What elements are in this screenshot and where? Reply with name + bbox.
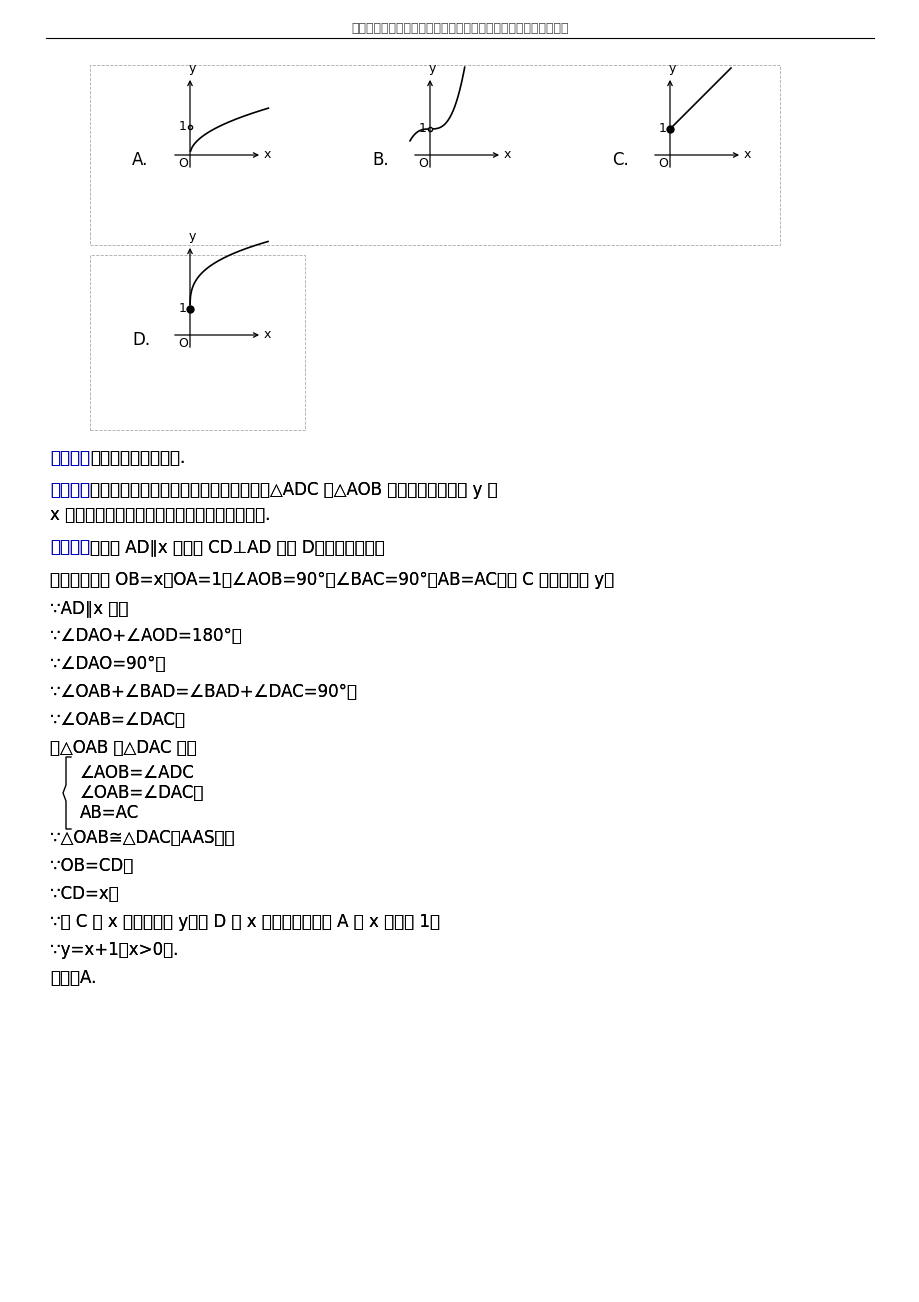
Text: 【分析】: 【分析】 xyxy=(50,480,90,499)
Text: AB=AC: AB=AC xyxy=(80,805,139,822)
Text: ∵CD=x，: ∵CD=x， xyxy=(50,885,119,904)
Text: ∠OAB=∠DAC，: ∠OAB=∠DAC， xyxy=(80,784,204,802)
Text: 最新学习考试资料试卷件及海量高中、初中教学课尽在金锄头文库: 最新学习考试资料试卷件及海量高中、初中教学课尽在金锄头文库 xyxy=(351,22,568,34)
Text: ∵点 C 到 x 轴的距离为 y，点 D 到 x 轴的距离等于点 A 到 x 的距离 1，: ∵点 C 到 x 轴的距离为 y，点 D 到 x 轴的距离等于点 A 到 x 的… xyxy=(50,913,439,931)
Text: ∠AOB=∠ADC: ∠AOB=∠ADC xyxy=(80,764,195,783)
Text: O: O xyxy=(178,337,187,350)
Text: 在△OAB 和△DAC 中，: 在△OAB 和△DAC 中， xyxy=(50,740,197,756)
Text: ∵△OAB≅△DAC（AAS），: ∵△OAB≅△DAC（AAS）， xyxy=(50,829,234,848)
Text: x 的函数关系，从而可以得到哪个选项是正确的.: x 的函数关系，从而可以得到哪个选项是正确的. xyxy=(50,506,270,523)
Text: 解：作 AD∥x 轴，作 CD⊥AD 于点 D，若右图所示，: 解：作 AD∥x 轴，作 CD⊥AD 于点 D，若右图所示， xyxy=(90,538,384,556)
Text: 1: 1 xyxy=(179,302,187,315)
Text: 1: 1 xyxy=(179,121,187,134)
Text: 在△OAB 和△DAC 中，: 在△OAB 和△DAC 中， xyxy=(50,740,197,756)
Text: 由已知可得， OB=x，OA=1，∠AOB=90°，∠BAC=90°，AB=AC，点 C 的纵坐标是 y，: 由已知可得， OB=x，OA=1，∠AOB=90°，∠BAC=90°，AB=AC… xyxy=(50,572,614,589)
Text: ∠AOB=∠ADC: ∠AOB=∠ADC xyxy=(80,764,195,783)
Text: 动点问题的函数图象.: 动点问题的函数图象. xyxy=(90,449,185,467)
Text: ∵y=x+1（x>0）.: ∵y=x+1（x>0）. xyxy=(50,941,178,960)
Text: 根据题意作出合适的辅助线，可以先证明△ADC 和△AOB 的关系，即可建立 y 与: 根据题意作出合适的辅助线，可以先证明△ADC 和△AOB 的关系，即可建立 y … xyxy=(90,480,497,499)
Text: ∵∠OAB+∠BAD=∠BAD+∠DAC=90°，: ∵∠OAB+∠BAD=∠BAD+∠DAC=90°， xyxy=(50,684,357,700)
Text: O: O xyxy=(178,158,187,171)
Text: y: y xyxy=(188,62,196,76)
Text: 1: 1 xyxy=(419,122,426,135)
Text: 【解答】: 【解答】 xyxy=(50,538,90,556)
Text: ∵OB=CD，: ∵OB=CD， xyxy=(50,857,133,875)
Text: 【解答】: 【解答】 xyxy=(50,538,90,556)
Text: y: y xyxy=(428,62,436,76)
Text: 【考点】: 【考点】 xyxy=(50,449,90,467)
Text: ∵OB=CD，: ∵OB=CD， xyxy=(50,857,133,875)
Text: 故选：A.: 故选：A. xyxy=(50,969,96,987)
Text: C.: C. xyxy=(611,151,628,169)
Text: x: x xyxy=(264,148,271,161)
Text: ∵∠DAO+∠AOD=180°，: ∵∠DAO+∠AOD=180°， xyxy=(50,628,242,644)
Text: 由已知可得， OB=x，OA=1，∠AOB=90°，∠BAC=90°，AB=AC，点 C 的纵坐标是 y，: 由已知可得， OB=x，OA=1，∠AOB=90°，∠BAC=90°，AB=AC… xyxy=(50,572,614,589)
Text: x: x xyxy=(743,148,751,161)
Text: O: O xyxy=(417,158,427,171)
Text: ∵∠DAO+∠AOD=180°，: ∵∠DAO+∠AOD=180°， xyxy=(50,628,242,644)
Text: ∠OAB=∠DAC，: ∠OAB=∠DAC， xyxy=(80,784,204,802)
Text: ∵∠DAO=90°，: ∵∠DAO=90°， xyxy=(50,655,165,673)
Text: O: O xyxy=(657,158,667,171)
Text: ∵∠DAO=90°，: ∵∠DAO=90°， xyxy=(50,655,165,673)
Text: x: x xyxy=(264,328,271,341)
Text: x 的函数关系，从而可以得到哪个选项是正确的.: x 的函数关系，从而可以得到哪个选项是正确的. xyxy=(50,506,270,523)
Text: 解：作 AD∥x 轴，作 CD⊥AD 于点 D，若右图所示，: 解：作 AD∥x 轴，作 CD⊥AD 于点 D，若右图所示， xyxy=(90,538,384,556)
Text: A.: A. xyxy=(131,151,148,169)
Bar xyxy=(90,65,779,245)
Text: AB=AC: AB=AC xyxy=(80,805,139,822)
Text: 根据题意作出合适的辅助线，可以先证明△ADC 和△AOB 的关系，即可建立 y 与: 根据题意作出合适的辅助线，可以先证明△ADC 和△AOB 的关系，即可建立 y … xyxy=(90,480,497,499)
Bar xyxy=(90,255,305,430)
Text: 动点问题的函数图象.: 动点问题的函数图象. xyxy=(90,449,185,467)
Text: ∵y=x+1（x>0）.: ∵y=x+1（x>0）. xyxy=(50,941,178,960)
Text: 【分析】: 【分析】 xyxy=(50,480,90,499)
Text: ∵∠OAB+∠BAD=∠BAD+∠DAC=90°，: ∵∠OAB+∠BAD=∠BAD+∠DAC=90°， xyxy=(50,684,357,700)
Text: ∵∠OAB=∠DAC，: ∵∠OAB=∠DAC， xyxy=(50,711,185,729)
Text: x: x xyxy=(504,148,511,161)
Text: ∵AD∥x 轴，: ∵AD∥x 轴， xyxy=(50,599,129,617)
Text: ∵点 C 到 x 轴的距离为 y，点 D 到 x 轴的距离等于点 A 到 x 的距离 1，: ∵点 C 到 x 轴的距离为 y，点 D 到 x 轴的距离等于点 A 到 x 的… xyxy=(50,913,439,931)
Text: B.: B. xyxy=(371,151,388,169)
Text: 故选：A.: 故选：A. xyxy=(50,969,96,987)
Text: 1: 1 xyxy=(658,122,666,135)
Text: D.: D. xyxy=(131,331,150,349)
Text: 【考点】: 【考点】 xyxy=(50,449,90,467)
Text: ∵△OAB≅△DAC（AAS），: ∵△OAB≅△DAC（AAS）， xyxy=(50,829,234,848)
Text: ∵∠OAB=∠DAC，: ∵∠OAB=∠DAC， xyxy=(50,711,185,729)
Text: ∵AD∥x 轴，: ∵AD∥x 轴， xyxy=(50,599,129,617)
Text: y: y xyxy=(188,230,196,243)
Text: ∵CD=x，: ∵CD=x， xyxy=(50,885,119,904)
Text: y: y xyxy=(667,62,675,76)
